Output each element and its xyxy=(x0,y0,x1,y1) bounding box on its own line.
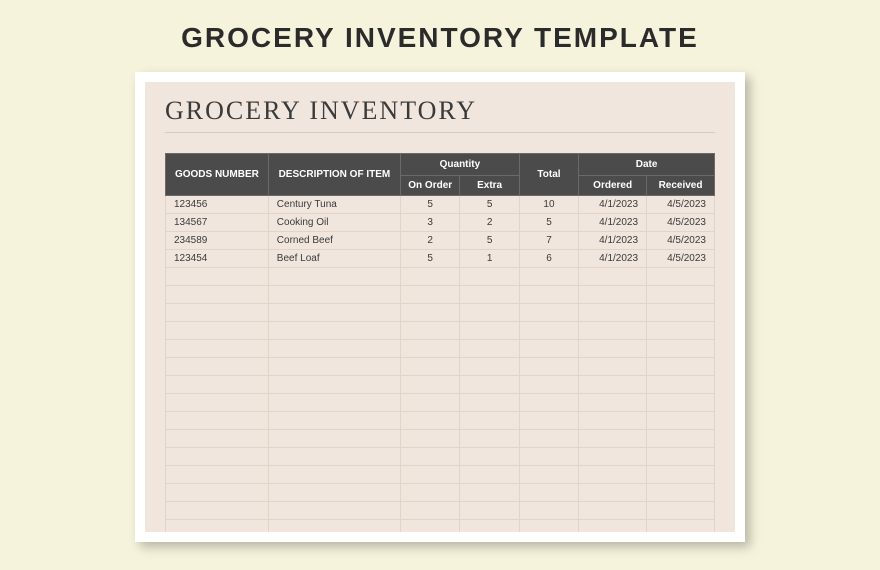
cell-on-order: 5 xyxy=(401,250,460,268)
col-ordered: Ordered xyxy=(579,176,647,196)
cell-on-order: 5 xyxy=(401,196,460,214)
cell-received: 4/5/2023 xyxy=(647,250,715,268)
cell-on-order: 3 xyxy=(401,214,460,232)
table-row: 234589Corned Beef2574/1/20234/5/2023 xyxy=(166,232,715,250)
cell-extra: 5 xyxy=(460,232,519,250)
cell-description: Beef Loaf xyxy=(268,250,400,268)
cell-total: 10 xyxy=(519,196,578,214)
table-row-empty xyxy=(166,394,715,412)
page-title: GROCERY INVENTORY TEMPLATE xyxy=(0,0,880,72)
cell-total: 7 xyxy=(519,232,578,250)
col-total: Total xyxy=(519,154,578,196)
col-quantity-group: Quantity xyxy=(401,154,520,176)
table-header: GOODS NUMBER DESCRIPTION OF ITEM Quantit… xyxy=(166,154,715,196)
cell-ordered: 4/1/2023 xyxy=(579,232,647,250)
cell-extra: 1 xyxy=(460,250,519,268)
col-goods-number: GOODS NUMBER xyxy=(166,154,269,196)
table-body: 123456Century Tuna55104/1/20234/5/202313… xyxy=(166,196,715,533)
cell-extra: 5 xyxy=(460,196,519,214)
table-row-empty xyxy=(166,376,715,394)
table-row: 134567Cooking Oil3254/1/20234/5/2023 xyxy=(166,214,715,232)
cell-description: Corned Beef xyxy=(268,232,400,250)
sheet-title: GROCERY INVENTORY xyxy=(165,96,715,133)
cell-ordered: 4/1/2023 xyxy=(579,250,647,268)
table-row: 123454Beef Loaf5164/1/20234/5/2023 xyxy=(166,250,715,268)
cell-total: 5 xyxy=(519,214,578,232)
col-description: DESCRIPTION OF ITEM xyxy=(268,154,400,196)
cell-received: 4/5/2023 xyxy=(647,196,715,214)
cell-extra: 2 xyxy=(460,214,519,232)
cell-description: Cooking Oil xyxy=(268,214,400,232)
table-row-empty xyxy=(166,520,715,533)
table-row-empty xyxy=(166,304,715,322)
col-extra: Extra xyxy=(460,176,519,196)
inventory-table: GOODS NUMBER DESCRIPTION OF ITEM Quantit… xyxy=(165,153,715,532)
sheet: GROCERY INVENTORY GOODS NUMBER DESCRIPTI… xyxy=(145,82,735,532)
cell-ordered: 4/1/2023 xyxy=(579,196,647,214)
table-row-empty xyxy=(166,340,715,358)
col-date-group: Date xyxy=(579,154,715,176)
table-row-empty xyxy=(166,430,715,448)
cell-total: 6 xyxy=(519,250,578,268)
cell-on-order: 2 xyxy=(401,232,460,250)
table-row-empty xyxy=(166,484,715,502)
sheet-paper: GROCERY INVENTORY GOODS NUMBER DESCRIPTI… xyxy=(135,72,745,542)
table-row-empty xyxy=(166,286,715,304)
table-row-empty xyxy=(166,412,715,430)
cell-received: 4/5/2023 xyxy=(647,232,715,250)
cell-ordered: 4/1/2023 xyxy=(579,214,647,232)
table-row: 123456Century Tuna55104/1/20234/5/2023 xyxy=(166,196,715,214)
table-row-empty xyxy=(166,448,715,466)
table-row-empty xyxy=(166,268,715,286)
cell-received: 4/5/2023 xyxy=(647,214,715,232)
table-row-empty xyxy=(166,466,715,484)
cell-goods-number: 134567 xyxy=(166,214,269,232)
cell-goods-number: 123456 xyxy=(166,196,269,214)
table-row-empty xyxy=(166,322,715,340)
col-on-order: On Order xyxy=(401,176,460,196)
table-row-empty xyxy=(166,502,715,520)
cell-description: Century Tuna xyxy=(268,196,400,214)
cell-goods-number: 234589 xyxy=(166,232,269,250)
cell-goods-number: 123454 xyxy=(166,250,269,268)
table-row-empty xyxy=(166,358,715,376)
col-received: Received xyxy=(647,176,715,196)
